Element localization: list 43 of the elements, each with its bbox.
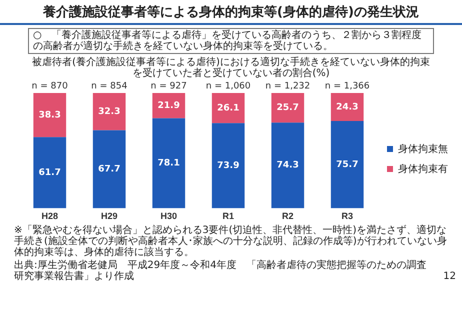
annotation: n = 1,366	[324, 81, 370, 92]
x-tick-label: H30	[160, 211, 178, 222]
chart-title: 養介護施設従事者等による身体的拘束等(身体的虐待)の発生状況	[0, 3, 462, 25]
data-label: 75.7	[336, 160, 358, 170]
bar	[152, 118, 186, 208]
data-label: 67.7	[98, 164, 120, 175]
x-tick-label: R1	[222, 211, 234, 222]
legend-label: 身体拘束無	[398, 142, 448, 155]
bar	[92, 93, 126, 130]
data-label: 73.9	[217, 160, 240, 171]
annotation: n = 1,060	[206, 81, 251, 92]
bar	[271, 93, 304, 123]
bar	[212, 123, 245, 208]
annotation: n = 870	[32, 81, 68, 92]
data-label: 38.3	[38, 110, 61, 120]
source-note: 出典:厚生労働省老健局 平成29年度～令和4年度 「高齢者虐待の実態把握等のための調査研究事業報告書」より作成	[14, 260, 426, 282]
data-label: 78.1	[158, 158, 180, 169]
annotation: n = 927	[150, 81, 187, 92]
text: ○ 「養介護施設従事者等による虐待」を受けている高齢者のうち、２割から３割程度の高齢者が適切な手続きを経ていない身体的拘束等を受けている。	[28, 28, 434, 54]
chart-subtitle: 被虐待者(養介護施設従事者等による虐待)における適切な手続きを経ていない身体的拘束を受けていた者と受けていない者の割合(%)	[31, 57, 431, 79]
data-label: 25.7	[276, 103, 299, 114]
bar	[330, 93, 364, 121]
bar	[330, 120, 364, 208]
x-tick-label: H29	[100, 211, 118, 222]
data-label: 32.3	[98, 106, 120, 117]
data-label: 74.3	[276, 160, 299, 171]
annotation: n = 1,232	[265, 81, 310, 92]
legend-label: 身体拘束有	[398, 162, 448, 175]
text: 12	[443, 271, 456, 282]
x-tick-label: H28	[41, 211, 58, 222]
x-tick-label: R2	[282, 211, 294, 222]
data-label: 61.7	[38, 168, 61, 178]
bar	[33, 93, 66, 138]
annotation: n = 854	[91, 81, 128, 92]
bar	[212, 93, 245, 124]
data-label: 24.3	[336, 102, 358, 112]
bar	[33, 137, 66, 208]
bar	[271, 122, 304, 208]
x-tick-label: R3	[341, 211, 354, 222]
data-label: 21.9	[158, 100, 180, 111]
data-label: 26.1	[217, 103, 240, 114]
text: ※「緊急やむを得ない場合」と認められる3要件(切迫性、非代替性、一時性)を満たさず、適切な手続き(施設全体での判断や高齢者本人･家族への十分な説明、記録の作成等)が行われていない身体的拘束等は、身体的虐待に該当する。	[14, 225, 448, 258]
bar	[92, 130, 126, 208]
